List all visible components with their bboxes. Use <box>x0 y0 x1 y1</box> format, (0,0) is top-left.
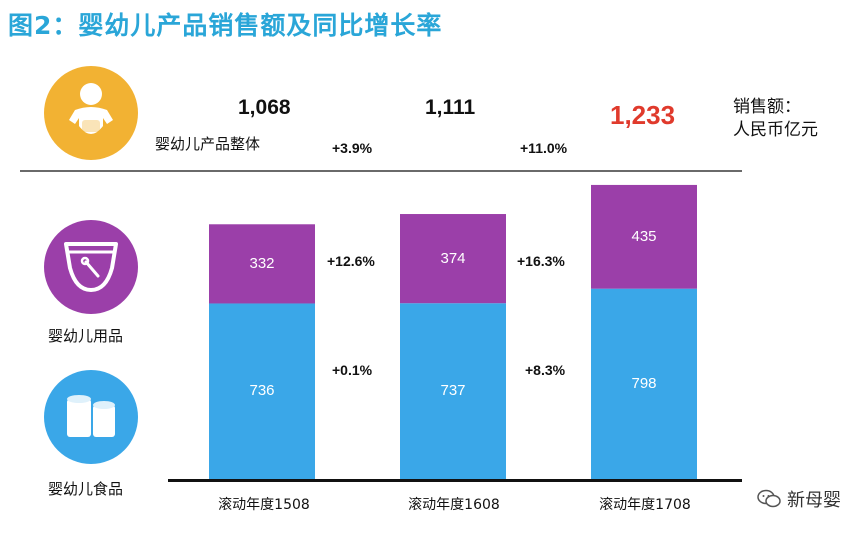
growth-total-1708: +11.0% <box>520 140 568 156</box>
bar-value-label: 374 <box>440 249 466 267</box>
divider-line <box>20 170 742 172</box>
x-tick-label: 滚动年度1508 <box>218 497 310 513</box>
bar-segment-food <box>591 288 697 479</box>
diaper-icon <box>44 220 138 314</box>
formula-can-icon <box>44 370 138 464</box>
bar-value-label: 332 <box>249 254 275 272</box>
total-value-1508: 1,068 <box>238 96 291 119</box>
growth-food-1608: +0.1% <box>332 362 373 378</box>
segment-label-goods: 婴幼儿用品 <box>48 327 124 345</box>
unit-label-line1: 销售额： <box>733 97 801 117</box>
bar-segment-goods <box>209 224 315 304</box>
bar-value-label: 435 <box>631 227 657 245</box>
unit-label: 销售额： 人民币亿元 <box>733 96 818 142</box>
bar-segment-food <box>209 303 315 479</box>
x-tick-label: 滚动年度1608 <box>408 497 500 513</box>
x-axis-baseline <box>168 479 742 482</box>
watermark: 新母婴 <box>757 486 841 512</box>
growth-goods-1708: +16.3% <box>517 253 565 269</box>
segment-label-total: 婴幼儿产品整体 <box>155 135 261 153</box>
growth-food-1708: +8.3% <box>525 362 566 378</box>
bar-segment-goods <box>400 214 506 304</box>
segment-label-food: 婴幼儿食品 <box>48 480 124 498</box>
chart-title: 图2：婴幼儿产品销售额及同比增长率 <box>8 11 443 40</box>
bar-value-label: 736 <box>249 382 275 400</box>
unit-label-line2: 人民币亿元 <box>733 120 818 140</box>
growth-total-1608: +3.9% <box>332 140 373 156</box>
total-value-1608: 1,111 <box>425 96 476 119</box>
x-tick-label: 滚动年度1708 <box>599 497 691 513</box>
bar-value-label: 737 <box>440 382 466 400</box>
watermark-text: 新母婴 <box>787 490 841 511</box>
total-value-1708: 1,233 <box>610 100 676 130</box>
bar-value-label: 798 <box>631 374 657 392</box>
bar-segment-food <box>400 303 506 479</box>
growth-goods-1608: +12.6% <box>327 253 375 269</box>
baby-icon <box>44 66 138 160</box>
bar-segment-goods <box>591 184 697 289</box>
wechat-icon <box>757 489 781 508</box>
